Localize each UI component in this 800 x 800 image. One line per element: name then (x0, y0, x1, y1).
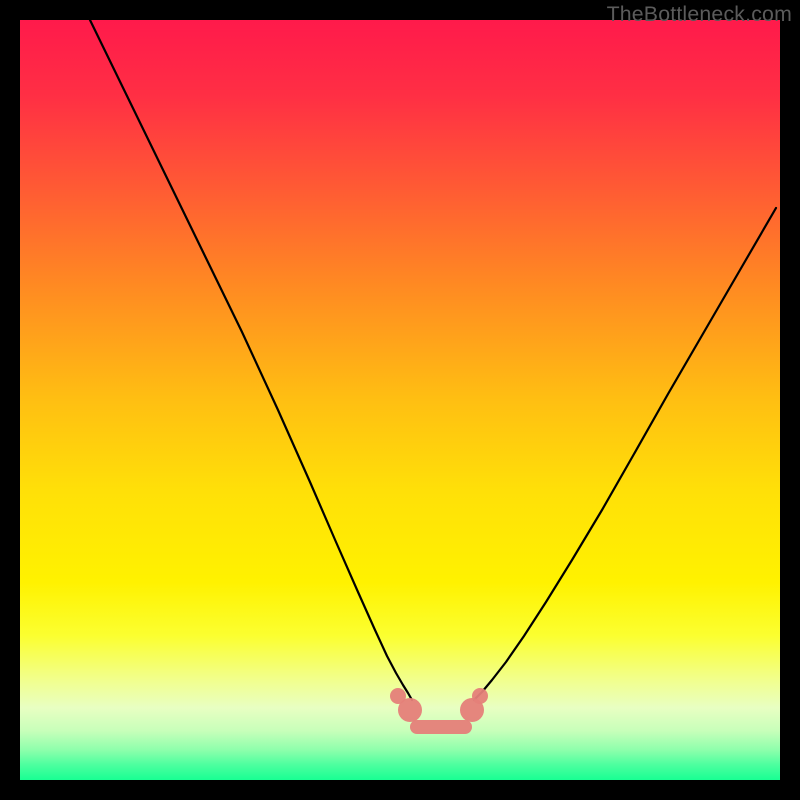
chart-frame: TheBottleneck.com (0, 0, 800, 800)
watermark-text: TheBottleneck.com (607, 2, 792, 27)
gradient-background (20, 20, 780, 780)
plot-area (20, 20, 780, 780)
chart-svg (20, 20, 780, 780)
